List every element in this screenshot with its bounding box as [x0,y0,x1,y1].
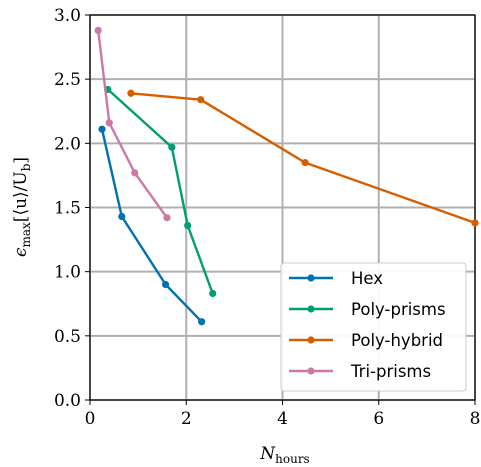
y-tick-label-2: 1.0 [54,263,81,283]
x-tick-label-3: 6 [373,409,384,429]
legend-marker-poly-hybrid [307,336,315,344]
x-tick-label-4: 8 [470,409,481,429]
x-ticks: 0 2 4 6 8 [85,400,481,429]
series-line-hex [100,128,203,323]
legend-marker-poly-prisms [307,305,315,313]
point-poly-hybrid-0 [127,89,135,97]
y-tick-label-4: 2.0 [54,134,81,154]
series-line-poly-prisms [106,88,214,294]
point-tri-prisms-1 [105,119,113,127]
y-tick-label-3: 1.5 [54,199,81,219]
point-tri-prisms-2 [131,169,139,177]
legend-label-poly-hybrid: Poly-hybrid [351,331,443,350]
y-axis-label: ϵmax[⟨u⟩/Ub] [11,157,33,257]
point-tri-prisms-0 [94,26,102,34]
x-tick-label-1: 2 [181,409,192,429]
point-hex-0 [98,125,106,133]
legend-label-tri-prisms: Tri-prisms [350,362,431,381]
point-poly-prisms-3 [209,289,217,298]
point-poly-hybrid-3 [471,219,479,227]
legend-label-poly-prisms: Poly-prisms [351,300,446,319]
legend-marker-tri-prisms [307,367,315,375]
legend-marker-hex [307,274,315,282]
y-ticks: 0.0 0.5 1.0 1.5 2.0 2.5 3.0 [54,6,90,411]
y-tick-label-0: 0.0 [54,391,81,411]
point-poly-hybrid-1 [197,96,205,104]
y-tick-label-1: 0.5 [54,327,81,347]
legend: Hex Poly-prisms Poly-hybrid Tri-prisms [280,262,467,392]
x-tick-label-2: 4 [277,409,288,429]
series-line-poly-hybrid [130,92,476,225]
point-hex-3 [198,318,206,326]
y-tick-label-6: 3.0 [54,6,81,26]
series-lines [94,26,479,326]
point-poly-prisms-1 [168,143,176,151]
legend-label-hex: Hex [351,269,383,288]
point-hex-1 [118,212,126,221]
x-tick-label-0: 0 [85,409,96,429]
x-axis-label: Nhours [259,444,309,466]
y-tick-label-5: 2.5 [54,70,81,90]
point-poly-prisms-2 [184,221,192,230]
point-poly-hybrid-2 [301,158,309,167]
series-line-tri-prisms [97,30,168,219]
legend-box [280,262,467,392]
point-hex-2 [161,280,170,289]
point-tri-prisms-3 [163,214,171,222]
